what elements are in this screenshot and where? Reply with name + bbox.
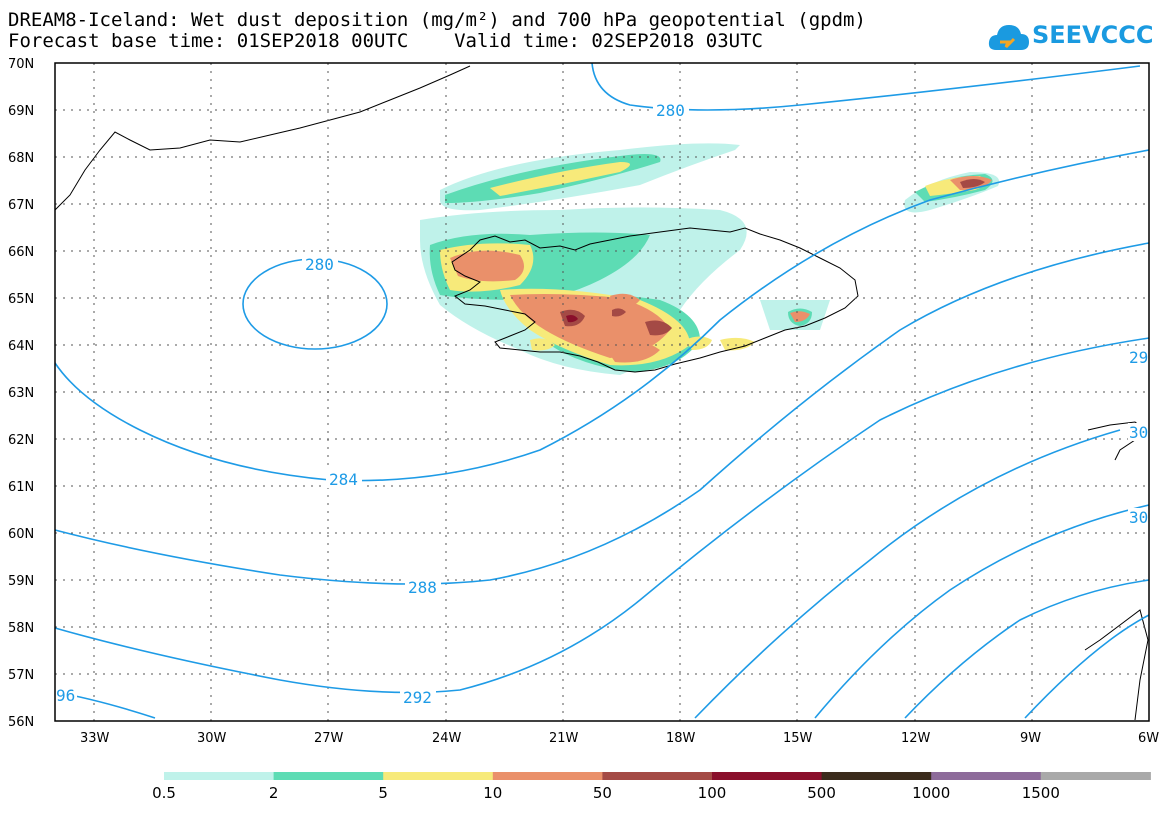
contour-line xyxy=(591,62,1141,111)
lat-label: 57N xyxy=(8,668,34,683)
legend-swatch xyxy=(821,772,932,780)
dust-area-darkred xyxy=(960,179,985,188)
map-title-line1: DREAM8-Iceland: Wet dust deposition (mg/… xyxy=(8,9,866,31)
dust-area-yellow xyxy=(490,162,630,196)
dust-area-orange xyxy=(450,250,524,282)
lat-label: 70N xyxy=(8,57,34,72)
legend-label: 500 xyxy=(807,784,836,802)
lat-label: 61N xyxy=(8,480,34,495)
lat-label: 65N xyxy=(8,292,34,307)
legend-label: 10 xyxy=(483,784,502,802)
color-legend: 0.5 2 5 10 50 100 500 1000 1500 xyxy=(152,772,1151,802)
legend-swatch xyxy=(602,772,713,780)
lat-label: 62N xyxy=(8,433,34,448)
lat-label: 69N xyxy=(8,104,34,119)
map-frame xyxy=(54,62,1150,722)
contour-label: 29 xyxy=(1129,348,1148,367)
map-title-line2: Forecast base time: 01SEP2018 00UTC Vali… xyxy=(8,30,763,52)
lon-label: 9W xyxy=(1020,731,1041,746)
contour-labels: 280 280 284 288 292 96 29 30 30 xyxy=(55,101,1150,707)
contour-line xyxy=(1024,614,1150,719)
dust-area-yellow xyxy=(720,337,755,351)
dust-deposition-shading xyxy=(420,143,1000,375)
lat-label: 66N xyxy=(8,245,34,260)
lat-label: 56N xyxy=(8,715,34,730)
legend-label: 50 xyxy=(593,784,612,802)
lat-label: 63N xyxy=(8,386,34,401)
scotland-coastline xyxy=(1084,609,1149,721)
dust-area-maroon xyxy=(566,315,578,323)
lon-label: 27W xyxy=(314,731,344,746)
legend-label: 100 xyxy=(698,784,727,802)
contour-line xyxy=(904,579,1150,719)
legend-label: 1500 xyxy=(1022,784,1060,802)
contour-label: 288 xyxy=(408,578,437,597)
lat-label: 64N xyxy=(8,339,34,354)
legend-label: 2 xyxy=(269,784,279,802)
legend-label: 5 xyxy=(378,784,388,802)
lat-label: 58N xyxy=(8,621,34,636)
legend-label: 1000 xyxy=(912,784,950,802)
dust-area-yellow xyxy=(530,338,555,351)
logo-text: SEEVCCC xyxy=(1032,21,1154,49)
lat-label: 60N xyxy=(8,527,34,542)
greenland-coastline xyxy=(54,65,471,211)
legend-swatch xyxy=(383,772,494,780)
contour-line xyxy=(54,242,1150,585)
cloud-icon xyxy=(988,25,1029,50)
legend-label: 0.5 xyxy=(152,784,176,802)
lat-label: 67N xyxy=(8,198,34,213)
latitude-labels: 70N 69N 68N 67N 66N 65N 64N 63N 62N 61N … xyxy=(8,57,34,730)
contour-label: 30 xyxy=(1129,508,1148,527)
legend-swatch xyxy=(492,772,603,780)
contour-label: 292 xyxy=(403,688,432,707)
graticule xyxy=(55,63,1149,721)
legend-swatch xyxy=(164,772,275,780)
lon-label: 6W xyxy=(1138,731,1159,746)
dust-area-orange xyxy=(790,311,810,322)
contour-label: 30 xyxy=(1129,423,1148,442)
lon-label: 18W xyxy=(666,731,696,746)
seevccc-logo: SEEVCCC xyxy=(988,14,1168,62)
legend-swatch xyxy=(712,772,823,780)
iceland-coastline xyxy=(451,227,859,373)
lon-label: 33W xyxy=(80,731,110,746)
lon-label: 21W xyxy=(549,731,579,746)
contour-line xyxy=(54,337,1150,694)
legend-swatch xyxy=(273,772,384,780)
lon-label: 30W xyxy=(197,731,227,746)
longitude-labels: 33W 30W 27W 24W 21W 18W 15W 12W 9W 6W xyxy=(80,731,1159,746)
lat-label: 59N xyxy=(8,574,34,589)
lon-label: 24W xyxy=(432,731,462,746)
contour-line xyxy=(814,504,1150,719)
dust-area-darkred xyxy=(612,308,626,317)
contour-line xyxy=(54,149,1150,482)
contour-label: 280 xyxy=(656,101,685,120)
contour-label: 280 xyxy=(305,255,334,274)
lon-label: 15W xyxy=(783,731,813,746)
contour-label: 96 xyxy=(56,686,75,705)
contour-label: 284 xyxy=(329,470,358,489)
legend-swatch xyxy=(1040,772,1151,780)
lon-label: 12W xyxy=(901,731,931,746)
dust-area-orange xyxy=(610,293,640,309)
contour-line xyxy=(694,429,1121,719)
legend-swatch xyxy=(931,772,1042,780)
dust-area-darkred xyxy=(645,320,672,336)
lat-label: 68N xyxy=(8,151,34,166)
